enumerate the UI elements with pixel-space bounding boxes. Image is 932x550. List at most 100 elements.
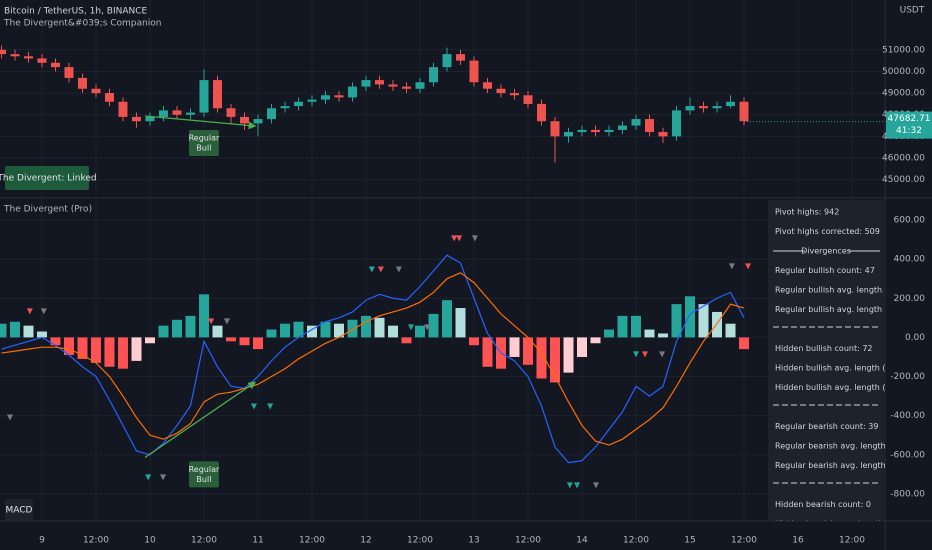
candle-body (483, 82, 493, 89)
pivot-marker (7, 414, 14, 421)
pivot-marker (642, 351, 649, 358)
pivot-marker (574, 482, 581, 489)
candle-body (496, 88, 506, 94)
histogram-bar (225, 337, 236, 342)
histogram-bar (563, 337, 574, 373)
oscillator-title: The Divergent (Pro) (3, 205, 92, 215)
candle-body (618, 125, 628, 130)
candle-body (239, 116, 249, 124)
pivot-marker (633, 351, 640, 358)
pivot-marker (745, 263, 752, 270)
divergence-label: Regular (189, 133, 220, 142)
candle-body (320, 95, 330, 100)
y-tick-label: -800.00 (890, 489, 925, 499)
histogram-bar (509, 337, 520, 357)
histogram-bar (306, 325, 317, 338)
histogram-bar (239, 337, 250, 346)
candle-body (293, 101, 303, 107)
macd-badge-box (5, 499, 33, 521)
stats-panel-bg (768, 200, 884, 521)
x-tick-label: 16 (792, 536, 804, 546)
histogram-bar (266, 329, 277, 338)
histogram-bar (279, 323, 290, 338)
candle-body (726, 101, 736, 107)
histogram-bar (185, 315, 196, 338)
histogram-bar (401, 337, 412, 344)
histogram-bar (23, 325, 34, 338)
x-tick-label: 12:00 (407, 536, 433, 546)
histogram-bar (131, 337, 142, 361)
divergence-line (144, 115, 257, 130)
stats-line: Regular bearish count: 39 (775, 422, 878, 431)
x-tick-label: 12:00 (839, 536, 865, 546)
histogram-bar (455, 308, 466, 338)
stats-line: Pivot highs corrected: 509 (775, 227, 880, 236)
histogram-bar (671, 304, 682, 338)
histogram-bar (536, 337, 547, 379)
pivot-marker (451, 235, 458, 242)
candle-body (307, 99, 317, 102)
x-tick-label: 15 (684, 536, 695, 546)
histogram-bar (63, 337, 74, 356)
candle-body (253, 119, 263, 124)
stats-line: Pivot highs: 942 (775, 208, 839, 217)
candle-body (145, 116, 155, 122)
divergence-label: Bull (196, 475, 211, 484)
candle-body (388, 84, 398, 87)
stats-line: Hidden bullish avg. length (osc): 27 (775, 383, 918, 392)
histogram-bar (698, 304, 709, 338)
candle-body (185, 112, 195, 115)
histogram-bar (482, 337, 493, 367)
y-tick-label: 0.00 (905, 333, 925, 343)
y-tick-label: 400.00 (894, 255, 926, 265)
candle-body (266, 108, 276, 120)
histogram-bar (442, 300, 453, 338)
candle-body (118, 101, 128, 117)
last-price-box (886, 111, 932, 139)
histogram-bar (77, 337, 88, 359)
stats-line: Hidden bullish count: 72 (775, 344, 873, 353)
candle-body (212, 80, 222, 109)
candle-body (199, 80, 209, 113)
histogram-bar (9, 321, 20, 338)
histogram-bar (252, 337, 263, 350)
candle-body (564, 132, 574, 137)
x-tick-label: 12:00 (191, 536, 217, 546)
stats-line: Hidden bullish avg. length (price): 27 (775, 364, 924, 373)
y-tick-label: 200.00 (894, 294, 926, 304)
x-tick-label: 10 (144, 536, 156, 546)
histogram-bar (117, 337, 128, 369)
stats-line: Hidden bearish count: 0 (775, 500, 871, 509)
histogram-bar (50, 337, 61, 346)
histogram-bar (414, 325, 425, 338)
histogram-bar (144, 337, 155, 344)
histogram-bar (428, 313, 439, 338)
y-tick-label: 46000.00 (882, 154, 925, 164)
y-tick-label: 51000.00 (882, 45, 925, 55)
candle-body (91, 88, 101, 94)
divergence-label-box (188, 129, 219, 156)
histogram-bar (198, 294, 209, 338)
candle-body (0, 49, 6, 55)
candle-body (347, 86, 357, 98)
candle-body (10, 54, 20, 57)
histogram-bar (739, 337, 750, 350)
x-tick-label: 13 (468, 536, 479, 546)
x-tick-label: 12:00 (299, 536, 325, 546)
y-tick-label: 50000.00 (882, 67, 925, 77)
y-tick-label: 49000.00 (882, 89, 925, 99)
divergence-label-box (188, 461, 219, 488)
candle-body (469, 60, 479, 83)
pivot-marker (267, 403, 274, 410)
pivot-marker (728, 263, 735, 270)
candle-body (23, 56, 33, 59)
histogram-bar (685, 296, 696, 338)
x-tick-label: 12 (360, 536, 371, 546)
histogram-bar (293, 321, 304, 338)
y-tick-label: -600.00 (890, 450, 925, 460)
pivot-marker (424, 324, 431, 331)
candle-body (523, 95, 533, 104)
histogram-bar (320, 321, 331, 338)
